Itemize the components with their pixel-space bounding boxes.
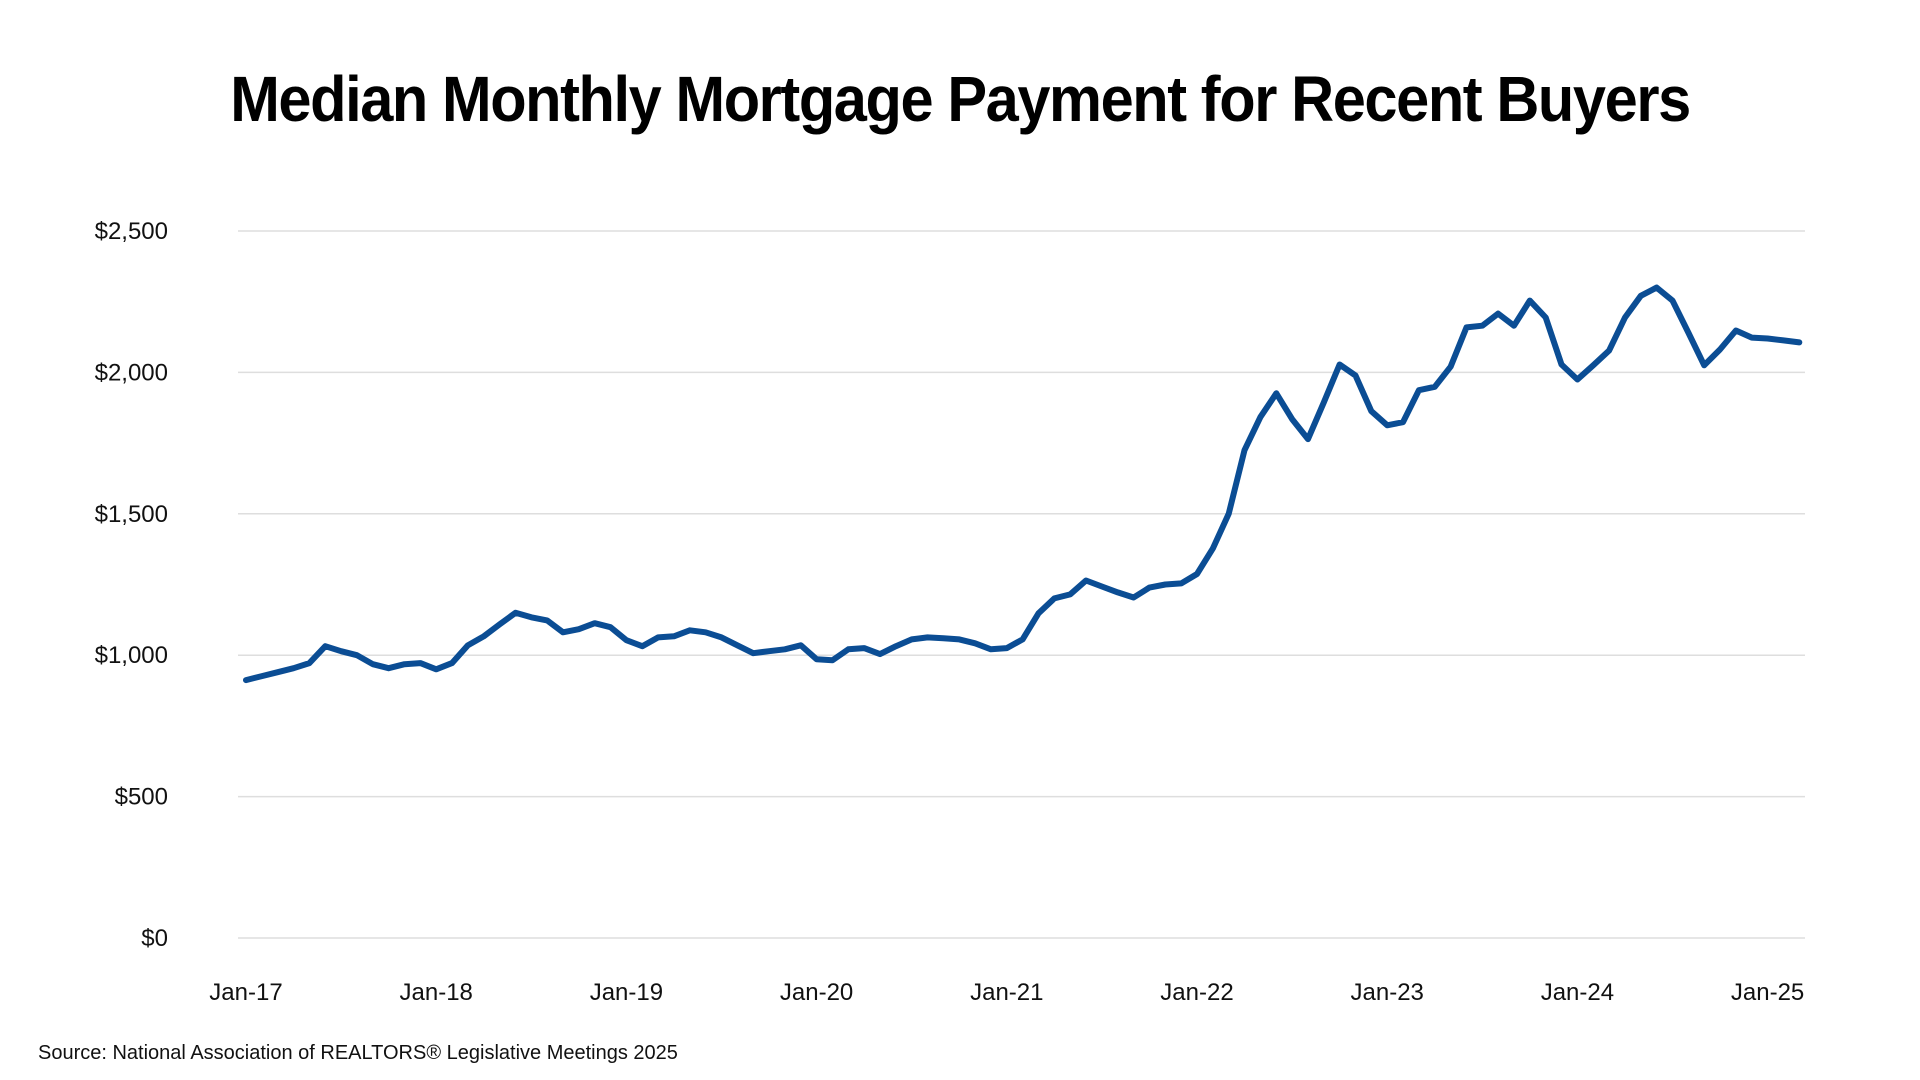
y-tick-label: $0 [141, 925, 168, 952]
y-tick-label: $500 [115, 784, 168, 811]
source-note: Source: National Association of REALTORS… [38, 1042, 678, 1064]
x-tick-label: Jan-21 [970, 979, 1043, 1006]
y-tick-label: $1,000 [95, 642, 168, 669]
gridlines [238, 230, 1805, 939]
y-tick-label: $1,500 [95, 501, 168, 528]
x-tick-label: Jan-20 [780, 979, 853, 1006]
x-tick-label: Jan-19 [590, 979, 663, 1006]
y-tick-label: $2,000 [95, 359, 168, 386]
x-tick-label: Jan-25 [1731, 979, 1804, 1006]
y-axis-labels: $0 $500 $1,000 $1,500 $2,000 $2,500 [95, 218, 168, 952]
series-line [243, 284, 1803, 684]
y-tick-label: $2,500 [95, 218, 168, 245]
x-tick-label: Jan-22 [1160, 979, 1233, 1006]
chart-title: Median Monthly Mortgage Payment for Rece… [230, 63, 1691, 135]
x-tick-label: Jan-18 [400, 979, 473, 1006]
x-tick-label: Jan-17 [209, 979, 282, 1006]
x-tick-label: Jan-23 [1351, 979, 1424, 1006]
x-tick-label: Jan-24 [1541, 979, 1614, 1006]
x-axis-labels: Jan-17 Jan-18 Jan-19 Jan-20 Jan-21 Jan-22 Jan-… [209, 979, 1804, 1006]
